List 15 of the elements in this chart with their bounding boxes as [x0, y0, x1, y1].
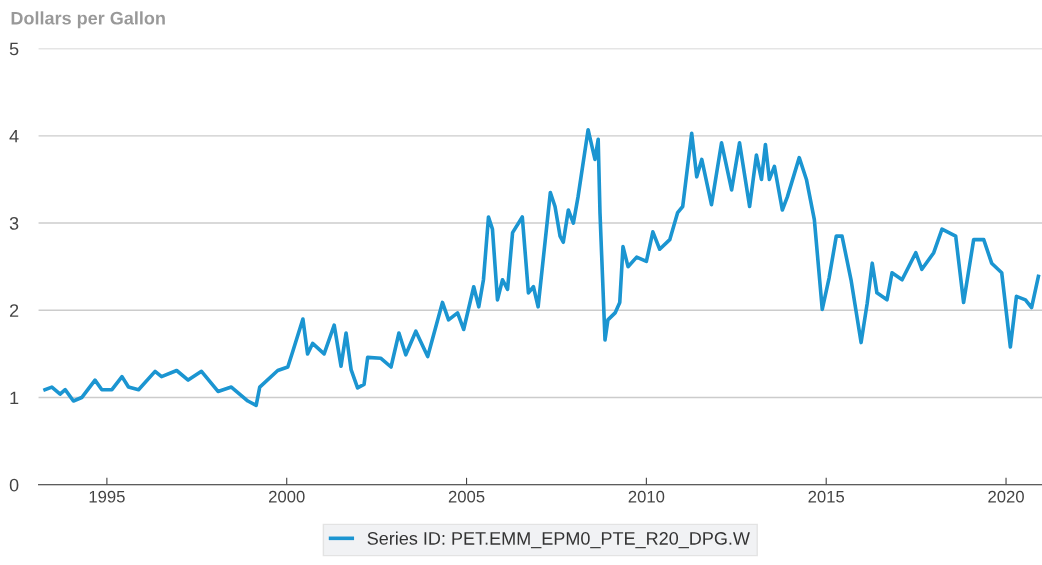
- y-tick-label: 1: [10, 391, 19, 405]
- y-axis-title: Dollars per Gallon: [11, 11, 165, 29]
- x-tick-label: 1995: [89, 490, 125, 503]
- x-tick-label: 2000: [269, 490, 305, 503]
- x-tick-label: 2005: [448, 490, 485, 503]
- line-series: [43, 127, 1041, 408]
- y-tick-label: 5: [9, 42, 19, 56]
- y-tick-label: 0: [9, 478, 19, 492]
- x-tick-label: 2010: [628, 490, 665, 503]
- y-tick-label: 4: [9, 129, 19, 143]
- legend-label: Series ID: PET.EMM_EPM0_PTE_R20_DPG.W: [367, 531, 750, 549]
- y-tick-label: 2: [9, 304, 19, 317]
- x-tick-label: 2015: [808, 490, 845, 503]
- x-tick-label: 2020: [988, 490, 1024, 503]
- y-tick-label: 3: [9, 217, 19, 230]
